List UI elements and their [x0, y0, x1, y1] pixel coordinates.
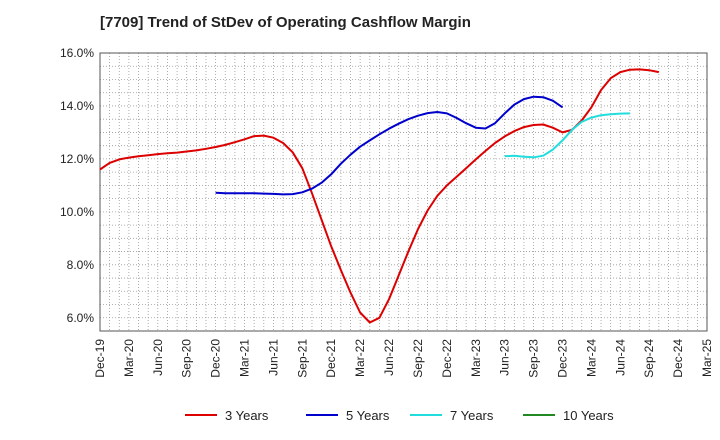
x-tick-label: Jun-24	[613, 339, 627, 376]
x-tick-label: Mar-21	[238, 339, 252, 377]
x-tick-label: Jun-20	[151, 339, 165, 376]
series-line	[504, 112, 630, 159]
x-tick-label: Dec-19	[93, 339, 107, 378]
x-tick-label: Sep-24	[642, 339, 656, 378]
x-tick-label: Sep-21	[295, 339, 309, 378]
x-tick-label: Dec-20	[209, 339, 223, 378]
x-tick-label: Jun-22	[382, 339, 396, 376]
y-tick-label: 16.0%	[60, 46, 94, 60]
legend-label: 3 Years	[225, 408, 269, 423]
x-tick-label: Dec-24	[671, 339, 685, 378]
x-tick-label: Mar-24	[584, 339, 598, 377]
y-tick-label: 8.0%	[67, 258, 95, 272]
chart-title: [7709] Trend of StDev of Operating Cashf…	[100, 14, 471, 31]
y-tick-label: 14.0%	[60, 99, 94, 113]
x-tick-label: Jun-23	[498, 339, 512, 376]
x-tick-label: Jun-21	[266, 339, 280, 376]
x-tick-label: Mar-23	[469, 339, 483, 377]
x-tick-label: Dec-22	[440, 339, 454, 378]
x-tick-label: Sep-23	[527, 339, 541, 378]
x-tick-label: Sep-22	[411, 339, 425, 378]
x-tick-label: Mar-25	[700, 339, 714, 377]
y-tick-label: 6.0%	[67, 311, 95, 325]
series-line	[215, 95, 564, 196]
legend-label: 10 Years	[563, 408, 614, 423]
legend-label: 7 Years	[450, 408, 494, 423]
x-tick-label: Mar-22	[353, 339, 367, 377]
x-tick-label: Dec-23	[555, 339, 569, 378]
x-tick-label: Sep-20	[180, 339, 194, 378]
x-tick-label: Mar-20	[122, 339, 136, 377]
x-tick-label: Dec-21	[324, 339, 338, 378]
y-tick-label: 12.0%	[60, 152, 94, 166]
legend-label: 5 Years	[346, 408, 390, 423]
series-line	[99, 68, 659, 324]
y-tick-label: 10.0%	[60, 205, 94, 219]
plot-border	[99, 52, 708, 332]
